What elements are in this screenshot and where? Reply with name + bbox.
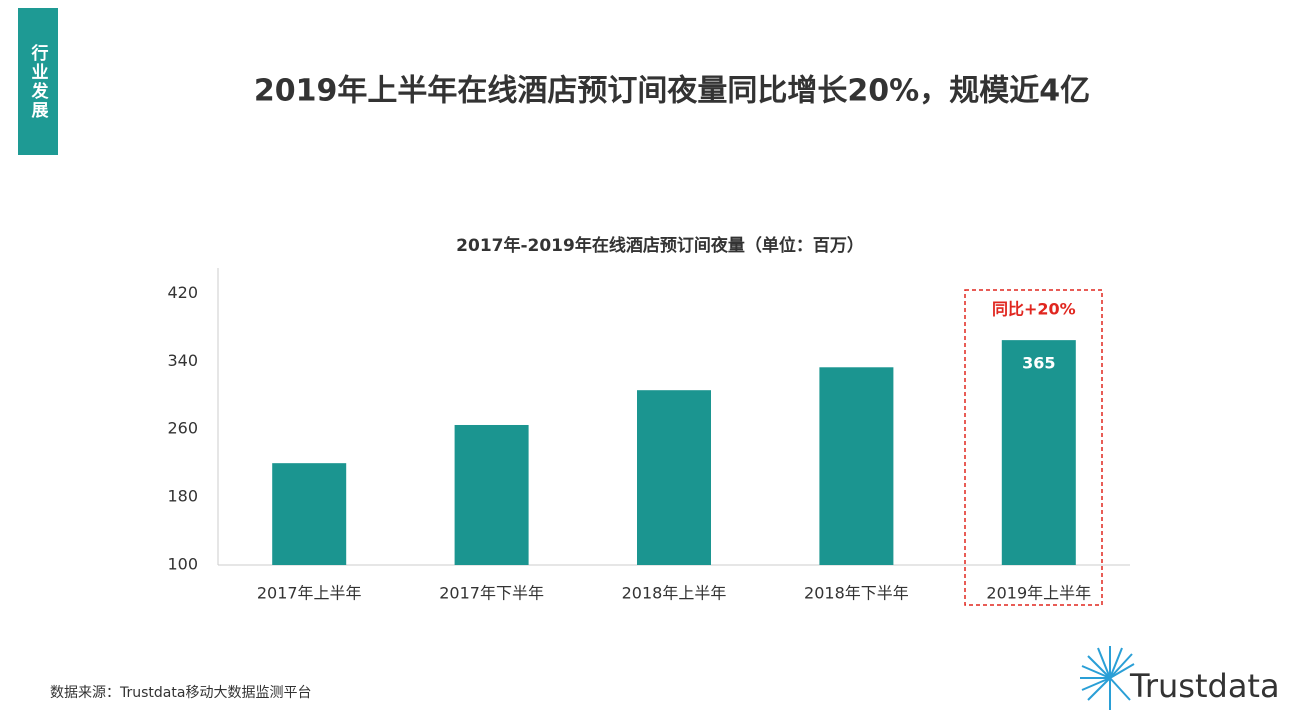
x-tick-label: 2018年上半年 xyxy=(622,584,727,603)
x-tick-label: 2017年上半年 xyxy=(257,584,362,603)
x-tick-label: 2017年下半年 xyxy=(439,584,544,603)
x-tick-label: 2019年上半年 xyxy=(986,584,1091,603)
bar xyxy=(272,463,347,565)
y-tick-label: 100 xyxy=(167,555,198,574)
annotation: 同比+20% xyxy=(992,300,1076,319)
x-tick-label: 2018年下半年 xyxy=(804,584,909,603)
y-tick-label: 260 xyxy=(167,419,198,438)
bar xyxy=(454,424,529,565)
logo-icon xyxy=(1080,646,1135,710)
y-tick-label: 340 xyxy=(167,351,198,370)
bar xyxy=(819,367,894,565)
section-tab: 行业发展 xyxy=(18,8,58,155)
logo-text: Trustdata xyxy=(1129,667,1280,705)
y-tick-label: 420 xyxy=(167,283,198,302)
headline: 2019年上半年在线酒店预订间夜量同比增长20%，规模近4亿 xyxy=(254,74,1090,109)
bar xyxy=(1001,340,1076,565)
chart-title: 2017年-2019年在线酒店预订间夜量（单位：百万） xyxy=(456,235,864,256)
y-tick-label: 180 xyxy=(167,487,198,506)
highlight-box xyxy=(964,289,1103,606)
bar xyxy=(637,390,711,565)
value-label: 365 xyxy=(1022,354,1055,373)
source-note: 数据来源：Trustdata移动大数据监测平台 xyxy=(50,685,311,701)
